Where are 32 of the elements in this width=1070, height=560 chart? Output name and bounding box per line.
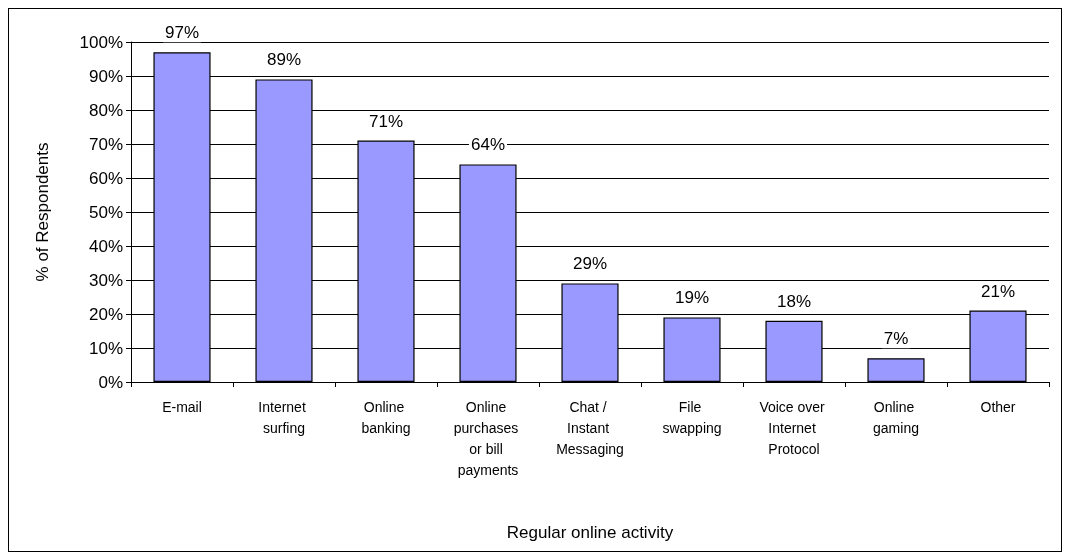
- y-tick-label: 60%: [88, 168, 123, 188]
- data-label: 21%: [980, 281, 1016, 301]
- y-tick-label: 20%: [88, 304, 123, 324]
- data-label: 29%: [572, 254, 608, 274]
- y-tick-label: 0%: [98, 372, 123, 392]
- y-tick-label: 70%: [88, 134, 123, 154]
- y-tick-label: 50%: [88, 202, 123, 222]
- y-tick-label: 10%: [88, 338, 123, 358]
- data-label: 7%: [883, 329, 909, 349]
- y-axis-title: % of Respondents: [33, 142, 52, 282]
- data-label: 19%: [674, 288, 710, 308]
- x-tick-label: Voice over Internet Protocol: [759, 398, 829, 457]
- data-label: 97%: [164, 23, 200, 43]
- x-tick-label: Online banking: [361, 398, 411, 436]
- y-tick-label: 30%: [88, 270, 123, 290]
- x-axis-title: Regular online activity: [506, 523, 674, 542]
- x-tick-label: Other: [980, 398, 1016, 415]
- x-tick-label: Online purchases or bill payments: [453, 398, 523, 478]
- data-label: 18%: [776, 291, 812, 311]
- y-tick-label: 40%: [88, 236, 123, 256]
- x-tick-label: Internet surfing: [258, 398, 310, 436]
- data-label: 64%: [470, 135, 506, 155]
- y-tick-label: 100%: [79, 32, 123, 52]
- x-tick-label: File swapping: [662, 398, 722, 436]
- x-tick-label: E-mail: [162, 398, 202, 415]
- data-label: 89%: [266, 50, 302, 70]
- y-tick-label: 80%: [88, 100, 123, 120]
- x-tick-label: Chat / Instant Messaging: [556, 398, 624, 457]
- y-tick-label: 90%: [88, 66, 123, 86]
- x-tick-label: Online gaming: [873, 398, 919, 436]
- bar: [867, 358, 925, 382]
- data-label: 71%: [368, 111, 404, 131]
